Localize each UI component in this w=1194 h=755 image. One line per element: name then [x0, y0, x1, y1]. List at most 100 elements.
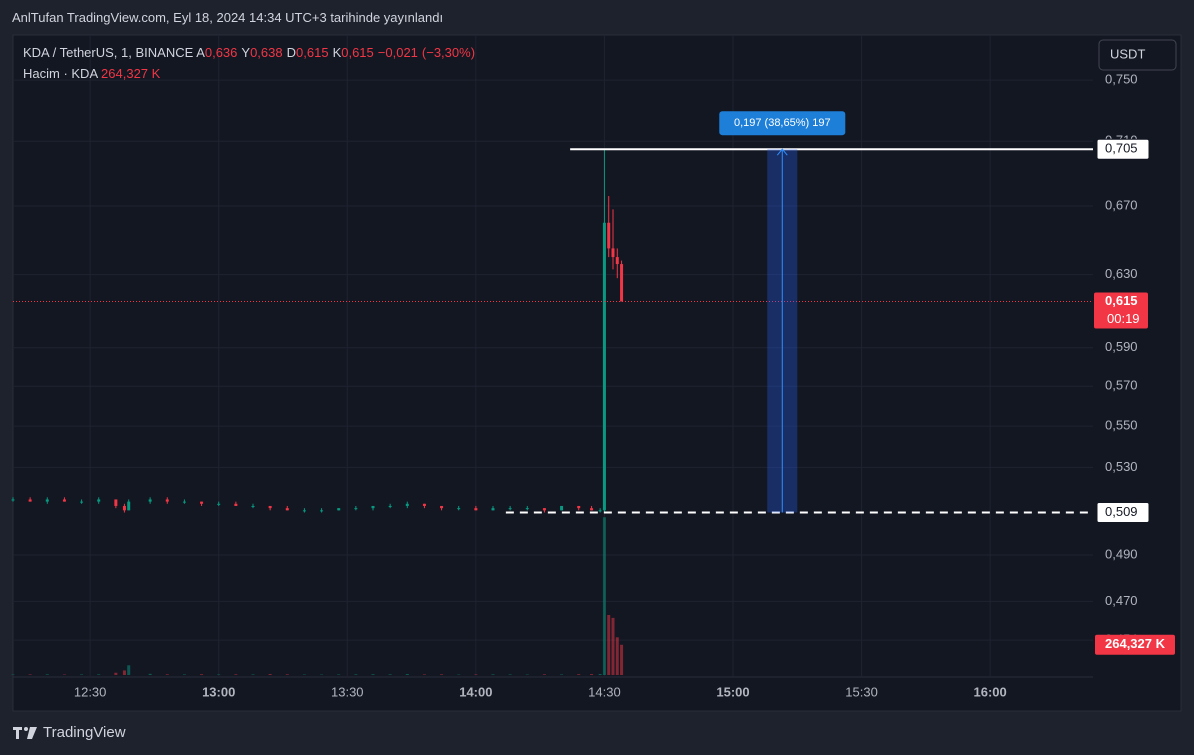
volume-bar [388, 674, 392, 675]
overlays: 0,615 00:19 0,197 (38,65%) 197 0,705 0,509 26… [13, 111, 1175, 655]
axis-price-box [1096, 138, 1150, 160]
candle-body [474, 508, 478, 511]
volume-bar [165, 674, 169, 675]
brand: TradingView [43, 724, 126, 741]
volume-bar [80, 674, 84, 675]
candle-body [388, 505, 392, 507]
volume-bar [440, 674, 444, 675]
volume-axis-box [1095, 634, 1175, 655]
candle-body [148, 499, 152, 502]
measure-label: 0,197 (38,65%) 197 [734, 117, 831, 129]
volume-value: 264,327 K [101, 66, 161, 81]
candle-body [354, 508, 358, 510]
volume-bar [45, 674, 49, 675]
measure-label-box [719, 111, 846, 136]
x-tick-label: 14:00 [459, 684, 492, 699]
candle-body [422, 503, 426, 506]
y-tick-label: 0,750 [1105, 72, 1138, 87]
measure-arrowhead [776, 148, 788, 156]
y-tick-label: 0,490 [1105, 546, 1138, 561]
candle-body [200, 501, 204, 504]
volume-bar [127, 665, 131, 675]
axis-price-label: 0,705 [1105, 141, 1138, 156]
volume-bar [577, 674, 581, 675]
close-label: K [332, 45, 342, 60]
volume-bar [354, 674, 358, 675]
candle-body [234, 503, 238, 506]
x-tick-label: 16:00 [974, 684, 1007, 699]
candle-body [320, 510, 324, 512]
volume-bar [122, 670, 126, 675]
axis-price-box [1096, 502, 1150, 524]
chart-panel [12, 34, 1182, 712]
volume-bar [217, 674, 221, 675]
close-value: 0,615 [341, 45, 374, 60]
candle-body [11, 499, 15, 501]
candle-body [577, 505, 581, 509]
symbol: KDA / TetherUS, 1, BINANCE [23, 45, 194, 60]
candle-body [122, 505, 126, 511]
candle-body [217, 503, 221, 505]
candle-body [457, 508, 461, 510]
volume-bar [474, 674, 478, 675]
volume-bar [602, 517, 606, 675]
header-title: AnlTufan TradingView.com, Eyl 18, 2024 1… [12, 10, 444, 25]
volume-bar [28, 674, 32, 675]
high-label: Y [241, 45, 251, 60]
y-tick-label: 0,670 [1105, 197, 1138, 212]
volume-bar [620, 644, 624, 675]
candle-body [285, 508, 289, 511]
y-tick-label: 0,470 [1105, 593, 1138, 608]
volume-bar [590, 674, 594, 675]
volume-bar [405, 673, 409, 675]
low-value: 0,615 [296, 45, 329, 60]
last-price-label: 0,615 [1105, 293, 1138, 308]
candle-body [615, 257, 619, 265]
candle-body [542, 508, 546, 511]
high-value: 0,638 [250, 45, 283, 60]
volume-bar [337, 674, 341, 675]
x-tick-label: 14:30 [588, 684, 621, 699]
volume-axis-label: 264,327 K [1105, 636, 1166, 651]
volume-bar [285, 674, 289, 675]
volume-bar [491, 674, 495, 675]
candle-body [371, 505, 375, 509]
y-tick-label: 0,530 [1105, 459, 1138, 474]
logo-part [16, 727, 19, 739]
currency-button[interactable] [1098, 39, 1177, 71]
candle-body [45, 499, 49, 502]
change-value: −0,021 [377, 45, 418, 60]
grid: 0,7500,7100,6700,6300,5900,5700,5500,530… [13, 35, 1138, 699]
logo-part [24, 727, 28, 731]
volume-bar [234, 674, 238, 675]
volume-bar [200, 674, 204, 675]
candle-body [337, 508, 341, 511]
x-tick-label: 15:30 [845, 684, 878, 699]
candle-body [251, 505, 255, 507]
y-tick-label: 0,590 [1105, 339, 1138, 354]
axis-price-label: 0,509 [1105, 504, 1138, 519]
x-tick-label: 12:30 [74, 684, 107, 699]
candle-body [611, 248, 615, 258]
x-tick-label: 13:30 [331, 684, 364, 699]
candle-body [268, 505, 272, 509]
volume-bar [97, 674, 101, 675]
volume-bar [371, 674, 375, 675]
volume-bar [422, 674, 426, 675]
candle-body [97, 499, 101, 502]
low-label: D [286, 45, 297, 60]
open-label: A [196, 45, 205, 60]
candle-body [80, 501, 84, 503]
y-tick-label: 0,550 [1105, 418, 1138, 433]
countdown-label: 00:19 [1107, 311, 1140, 326]
candle-body [607, 222, 611, 249]
open-value: 0,636 [204, 45, 238, 60]
currency-label[interactable]: USDT [1110, 46, 1145, 61]
candle-body [114, 499, 118, 506]
candle-body [491, 508, 495, 511]
volume-legend: Hacim · KDA 264,327 K [23, 66, 164, 81]
volume-bar [615, 637, 619, 675]
volume-label: Hacim · KDA [23, 66, 98, 81]
volume-bar [114, 672, 118, 675]
